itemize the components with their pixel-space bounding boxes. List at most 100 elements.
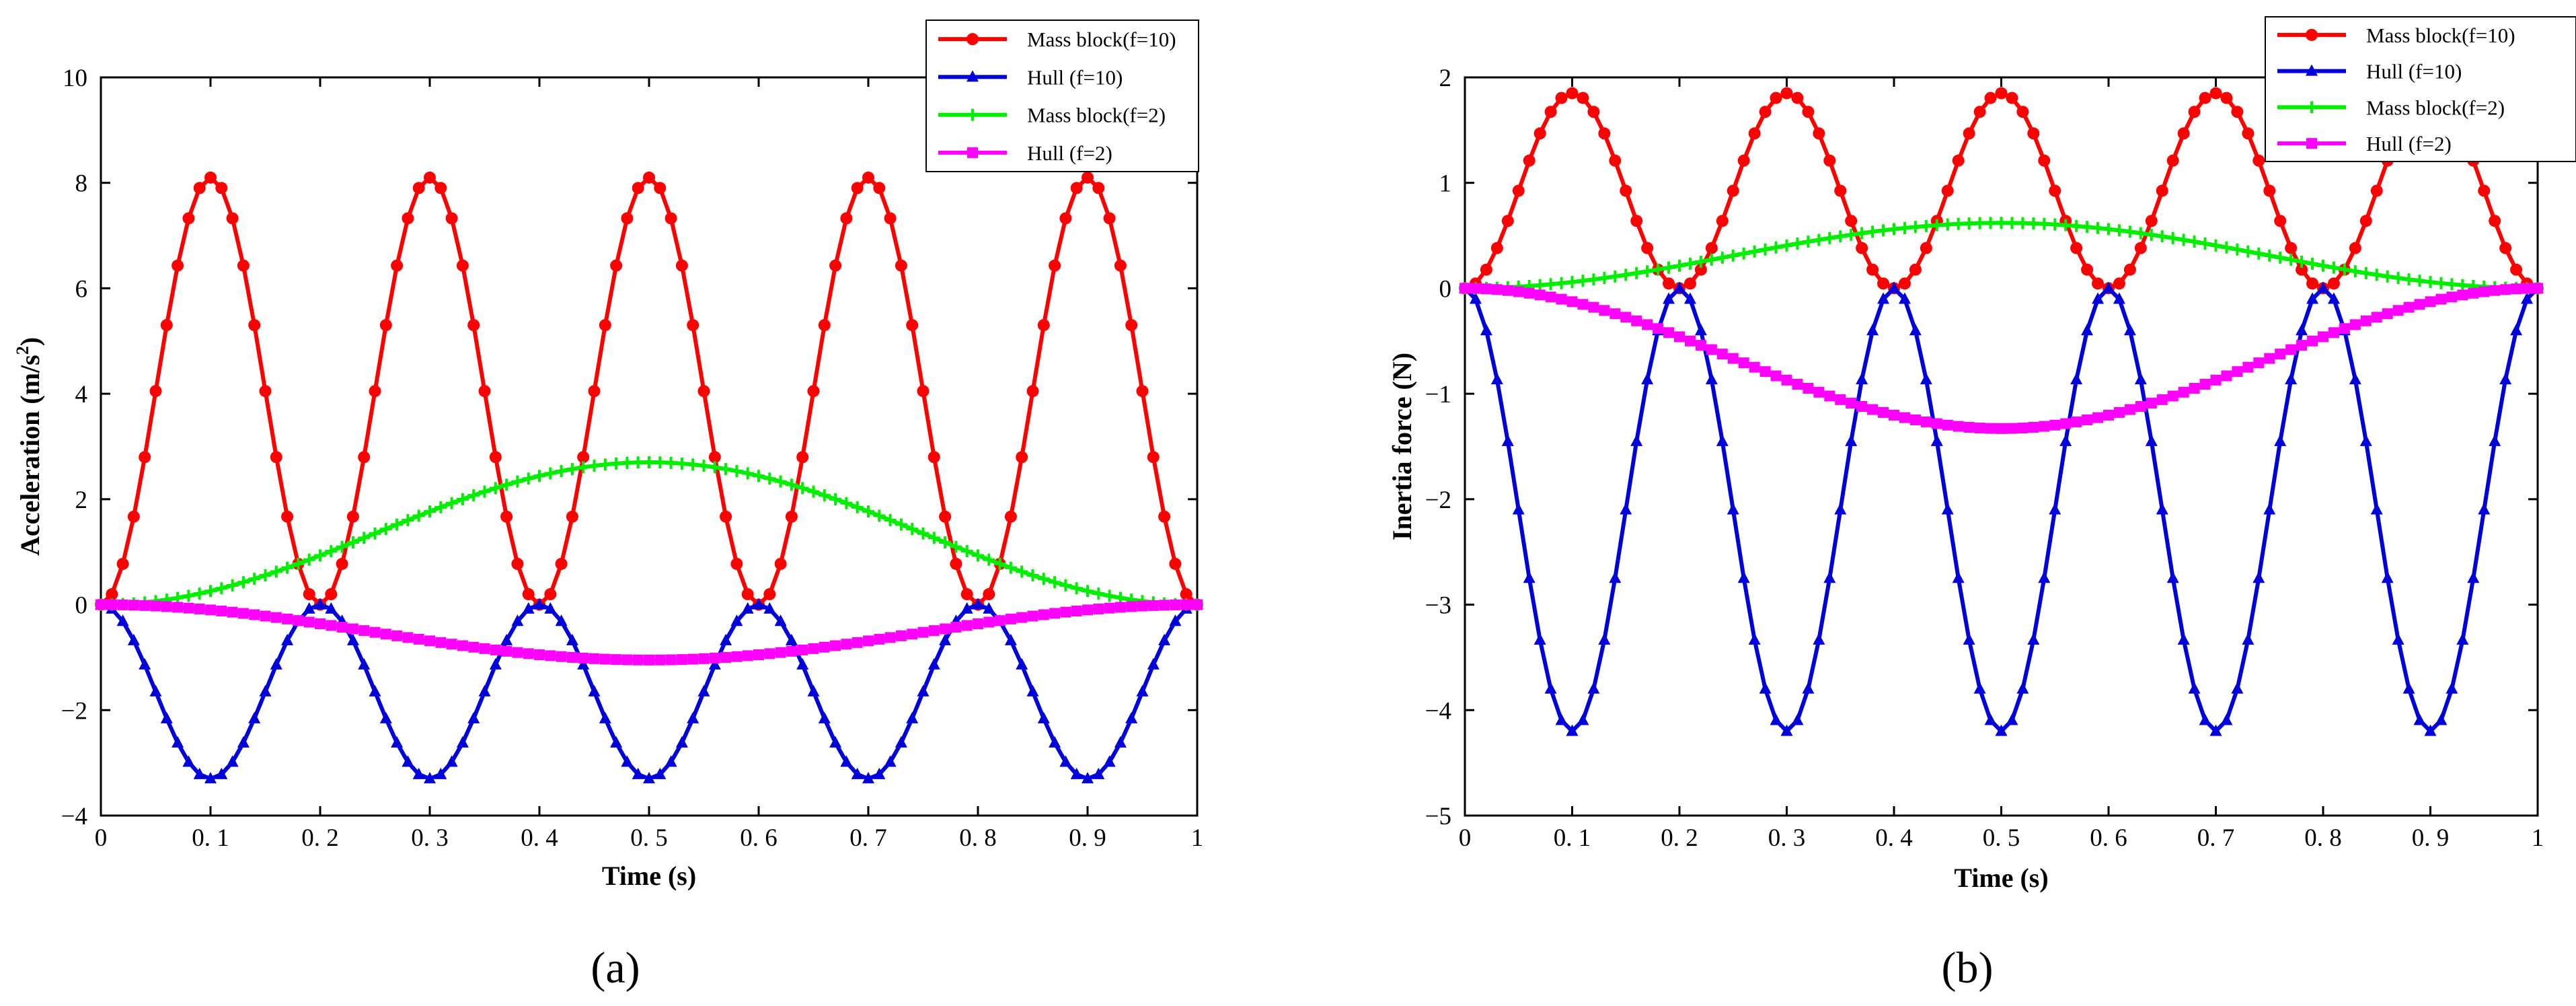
data-point <box>2221 370 2232 382</box>
data-point <box>1930 219 1943 231</box>
data-point <box>1673 281 1685 293</box>
data-point <box>621 456 634 469</box>
data-point <box>434 767 447 779</box>
data-point <box>1005 613 1016 624</box>
data-point <box>2177 127 2190 140</box>
data-point <box>1049 735 1061 748</box>
y-tick-label: 10 <box>63 65 87 92</box>
data-point <box>1930 434 1943 446</box>
data-point <box>2123 225 2136 238</box>
data-point <box>1781 374 1792 386</box>
data-point <box>2081 263 2094 276</box>
data-point <box>1093 603 1104 614</box>
data-point <box>478 485 491 498</box>
data-point <box>194 603 205 614</box>
data-point <box>2253 357 2265 369</box>
data-point <box>402 755 414 767</box>
data-point <box>2456 633 2469 645</box>
data-point <box>555 614 568 626</box>
data-point <box>2156 503 2168 515</box>
data-point <box>874 633 885 645</box>
data-point <box>522 602 535 614</box>
data-point <box>511 557 524 570</box>
data-point <box>687 458 699 471</box>
data-point <box>2209 724 2222 736</box>
data-point <box>2457 289 2468 301</box>
data-point <box>358 625 370 637</box>
data-point <box>939 536 952 549</box>
data-point <box>1824 390 1835 402</box>
data-point <box>972 598 984 610</box>
data-point <box>763 588 776 601</box>
data-point <box>708 461 721 474</box>
data-point <box>117 599 128 610</box>
data-point <box>2242 127 2255 140</box>
data-point <box>675 259 688 272</box>
data-point <box>851 767 864 779</box>
x-axis-label: Time (s) <box>1954 863 2048 893</box>
data-point <box>2092 412 2104 423</box>
data-point <box>983 602 995 614</box>
data-point <box>1577 275 1589 287</box>
data-point <box>2231 682 2244 694</box>
legend-swatch-marker <box>2306 101 2318 114</box>
data-point <box>1898 221 1911 234</box>
data-point <box>336 622 348 633</box>
data-point <box>1694 255 1707 268</box>
data-point <box>315 618 326 629</box>
data-point <box>1103 755 1116 767</box>
data-point <box>391 518 404 531</box>
data-point <box>1899 412 1910 423</box>
data-point <box>2349 242 2361 254</box>
data-point <box>796 657 809 670</box>
legend-entry-label: Hull (f=2) <box>2366 132 2452 155</box>
data-point <box>1663 277 1675 290</box>
data-point <box>1533 127 1546 140</box>
data-point <box>1630 434 1643 446</box>
data-point <box>445 497 458 509</box>
data-point <box>675 457 688 470</box>
y-tick-label: 0 <box>75 592 88 620</box>
data-point <box>2220 241 2233 254</box>
data-point <box>1038 609 1049 620</box>
data-point <box>1652 263 1665 276</box>
data-point <box>2499 373 2512 385</box>
data-point <box>588 460 601 472</box>
data-point <box>2231 243 2244 256</box>
data-point <box>753 598 765 610</box>
data-point <box>160 319 173 332</box>
data-point <box>435 637 447 648</box>
data-point <box>314 598 326 610</box>
data-point <box>1770 370 1782 382</box>
data-point <box>2522 283 2533 294</box>
data-point <box>1630 215 1643 227</box>
data-point <box>1673 259 1685 272</box>
data-point <box>281 561 294 574</box>
data-point <box>1136 684 1149 696</box>
data-point <box>522 472 535 485</box>
data-point <box>1953 421 1964 432</box>
data-point <box>1845 228 1858 241</box>
series-line <box>100 460 1198 607</box>
data-point <box>237 608 249 619</box>
data-point <box>632 456 644 469</box>
data-point <box>456 735 469 748</box>
data-point <box>259 684 272 696</box>
x-tick-label: 0. 9 <box>2412 824 2450 852</box>
data-point <box>1749 361 1760 373</box>
y-tick-label: −4 <box>1425 697 1451 725</box>
data-point <box>2274 251 2287 264</box>
data-point <box>1469 292 1482 304</box>
data-point <box>1834 184 1847 197</box>
data-point <box>1620 184 1632 197</box>
data-point <box>1037 711 1050 723</box>
data-point <box>1866 225 1879 238</box>
data-point <box>2359 215 2372 227</box>
data-point <box>1834 230 1847 243</box>
legend-entry-label: Hull (f=10) <box>1027 65 1123 89</box>
data-point <box>2038 571 2051 583</box>
data-point <box>325 588 338 601</box>
data-point <box>960 602 973 614</box>
data-point <box>106 588 118 601</box>
data-point <box>2049 218 2061 231</box>
